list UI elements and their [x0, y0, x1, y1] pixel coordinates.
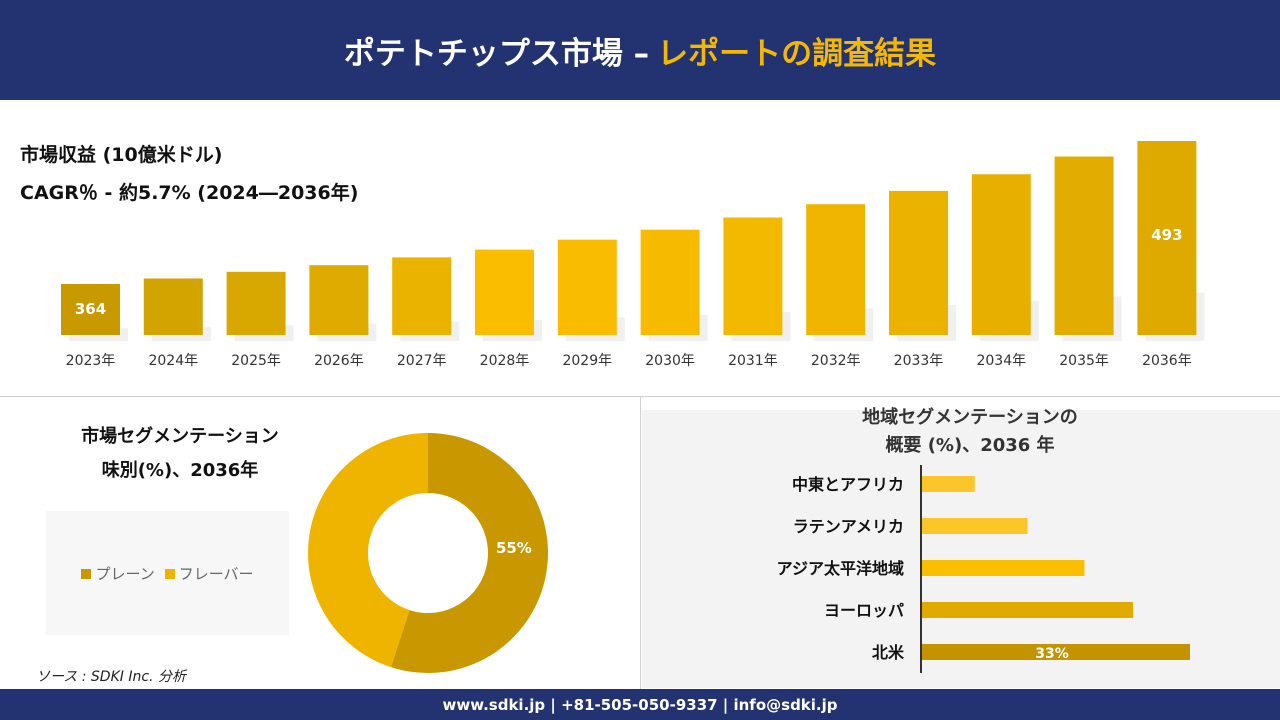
region-title-line1: 地域セグメンテーションの: [862, 407, 1078, 428]
bar-shadow: [731, 311, 791, 341]
revenue-bar: [226, 271, 286, 335]
legend-swatch: [164, 568, 175, 579]
year-label: 2025年: [231, 353, 281, 369]
legend-label: プレーン: [95, 564, 155, 583]
bar-shadow: [1062, 296, 1122, 341]
bar-shadow: [317, 323, 377, 341]
year-label: 2027年: [397, 353, 447, 369]
year-label: 2034年: [976, 353, 1026, 369]
bar-shadow: [814, 308, 874, 341]
bar-shadow: [234, 325, 294, 341]
footer-contact: www.sdki.jp | +81-505-050-9337 | info@sd…: [0, 689, 1280, 720]
bar-value-label: 364: [75, 300, 106, 318]
bar-shadow: [483, 319, 542, 341]
legend-swatch: [81, 568, 92, 579]
revenue-bar: [889, 190, 948, 335]
segment-title-line2: 味別(%)、2036年: [101, 460, 259, 481]
bar-shadow: [897, 304, 956, 341]
year-label: 2028年: [480, 353, 530, 369]
revenue-bar: [475, 249, 534, 335]
revenue-bar: [392, 257, 452, 335]
year-label: 2035年: [1059, 353, 1109, 369]
year-label: 2033年: [894, 353, 944, 369]
bar-shadow: [69, 328, 128, 341]
year-label: 2030年: [645, 353, 695, 369]
segment-title-line1: 市場セグメンテーション: [81, 426, 279, 447]
year-label: 2031年: [728, 353, 778, 369]
region-panel: [642, 410, 1280, 688]
year-label: 2024年: [148, 353, 198, 369]
revenue-bar: [557, 239, 617, 335]
donut-legend: プレーン フレーバー: [46, 511, 289, 635]
legend-item-flavored: フレーバー: [164, 563, 254, 584]
revenue-bar: [971, 174, 1031, 335]
bar-shadow: [648, 314, 708, 341]
region-title-line2: 概要 (%)、2036 年: [885, 435, 1055, 456]
year-label: 2029年: [562, 353, 612, 369]
year-label: 2032年: [811, 353, 861, 369]
divider: [0, 396, 1280, 397]
source-note: ソース : SDKI Inc. 分析: [36, 669, 186, 685]
revenue-bar: [61, 284, 120, 335]
revenue-title: 市場収益 (10億米ドル): [20, 144, 223, 166]
page-title-accent: レポートの調査結果: [657, 35, 937, 72]
bar-shadow: [1145, 292, 1205, 341]
header-banner: ポテトチップス市場 – レポートの調査結果: [0, 0, 1280, 100]
bar-shadow: [400, 321, 460, 341]
legend-item-plain: プレーン: [81, 563, 155, 584]
revenue-bar: [1054, 156, 1114, 335]
region-title: 地域セグメンテーションの 概要 (%)、2036 年: [760, 404, 1180, 460]
year-label: 2023年: [66, 353, 116, 369]
page-title: ポテトチップス市場 –: [343, 35, 650, 72]
revenue-bar: [309, 265, 369, 335]
revenue-bar: [806, 204, 866, 335]
divider: [640, 397, 641, 689]
revenue-bar: [640, 229, 700, 335]
revenue-bar: [143, 278, 203, 335]
revenue-bar: [723, 217, 783, 335]
bar-shadow: [565, 317, 625, 341]
bar-value-label: 493: [1151, 226, 1182, 244]
legend-label: フレーバー: [178, 564, 254, 583]
cagr-label: CAGR％ - 約5.7% (2024―2036年): [20, 182, 359, 204]
bar-shadow: [979, 300, 1039, 341]
year-label: 2026年: [314, 353, 364, 369]
segment-title: 市場セグメンテーション 味別(%)、2036年: [20, 420, 340, 488]
revenue-bar: [1137, 141, 1197, 335]
donut-slice: [390, 433, 549, 674]
bar-shadow: [151, 326, 211, 341]
year-label: 2036年: [1142, 353, 1192, 369]
donut-slice-label: 55%: [496, 539, 532, 557]
